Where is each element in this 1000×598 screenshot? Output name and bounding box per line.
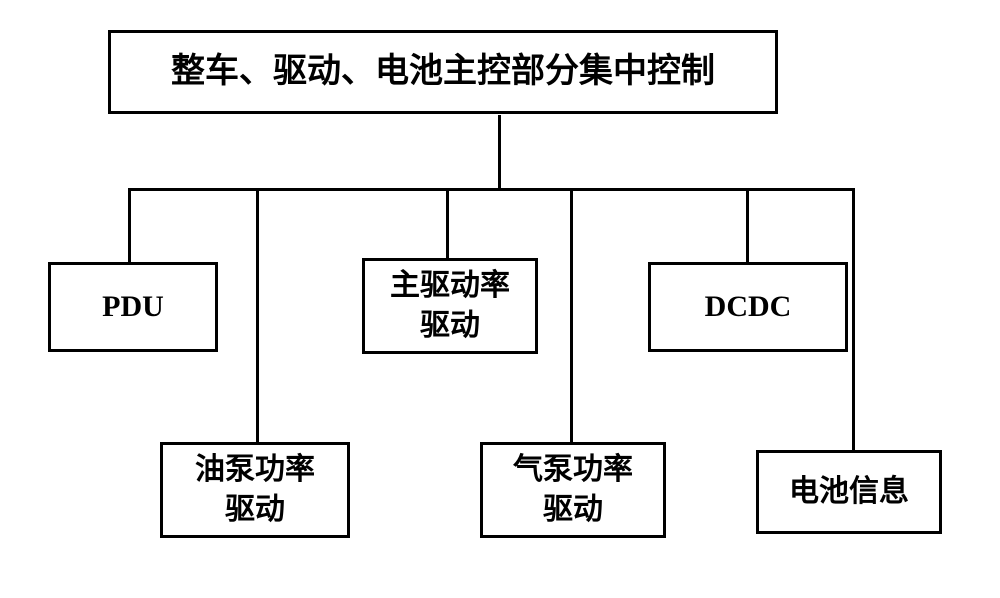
connector-to-dcdc	[746, 188, 749, 262]
main-drive-node: 主驱动率驱动	[362, 258, 538, 354]
pdu-node: PDU	[48, 262, 218, 352]
dcdc-node-label: DCDC	[705, 287, 792, 328]
connector-to-air-pump	[570, 188, 573, 442]
dcdc-node: DCDC	[648, 262, 848, 352]
root-node: 整车、驱动、电池主控部分集中控制	[108, 30, 778, 114]
oil-pump-node-label: 油泵功率驱动	[195, 450, 315, 531]
oil-pump-node: 油泵功率驱动	[160, 442, 350, 538]
main-drive-node-label: 主驱动率驱动	[390, 266, 510, 347]
connector-trunk-vertical	[498, 115, 501, 190]
battery-info-node-label: 电池信息	[789, 472, 909, 513]
connector-to-pdu	[128, 188, 131, 262]
pdu-node-label: PDU	[102, 287, 164, 328]
connector-to-battery	[852, 188, 855, 450]
battery-info-node: 电池信息	[756, 450, 942, 534]
connector-to-main-drive	[446, 188, 449, 258]
air-pump-node-label: 气泵功率驱动	[513, 450, 633, 531]
air-pump-node: 气泵功率驱动	[480, 442, 666, 538]
connector-to-oil-pump	[256, 188, 259, 442]
root-node-label: 整车、驱动、电池主控部分集中控制	[171, 49, 715, 95]
